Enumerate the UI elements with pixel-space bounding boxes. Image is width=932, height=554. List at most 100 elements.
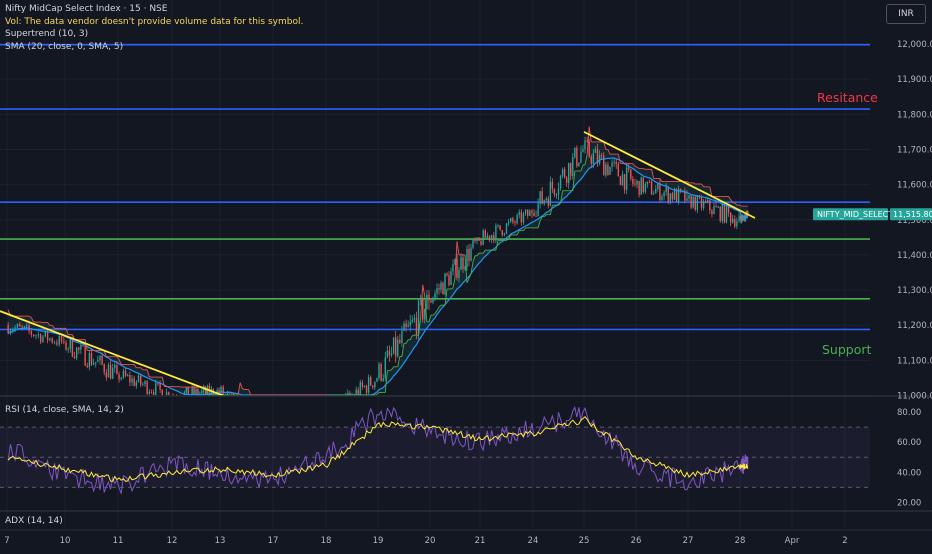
candle-body-255	[544, 200, 545, 204]
candle-body-8	[26, 325, 27, 326]
candle-body-19	[52, 338, 53, 342]
candle-body-294	[624, 174, 625, 189]
candle-body-24	[63, 342, 64, 343]
candle-body-296	[628, 167, 629, 169]
rsi-legend[interactable]: RSI (14, close, SMA, 14, 2)	[5, 405, 124, 415]
candle-body-282	[599, 155, 600, 163]
candle-body-73	[168, 392, 169, 395]
supertrend-legend[interactable]: Supertrend (10, 3)	[5, 28, 303, 41]
candle-body-241	[514, 222, 515, 223]
candle-body-346	[732, 219, 733, 223]
candle-body-238	[508, 222, 509, 224]
candle-body-12	[35, 335, 36, 336]
candle-body-215	[460, 257, 461, 269]
chart-legend: Nifty MidCap Select Index · 15 · NSE Vol…	[5, 3, 303, 53]
candle-body-182	[393, 337, 394, 353]
candle-body-28	[72, 339, 73, 357]
candle-body-62	[144, 381, 145, 384]
candle-body-214	[458, 270, 459, 278]
candle-body-254	[541, 191, 542, 203]
candle-body-297	[630, 169, 631, 178]
candle-body-345	[730, 213, 731, 223]
candle-body-331	[701, 196, 702, 208]
candle-body-195	[420, 299, 421, 301]
time-tick-label: 25	[579, 536, 590, 546]
candle-body-190	[410, 322, 411, 326]
sma-legend[interactable]: SMA (20, close, 0, SMA, 5)	[5, 41, 303, 54]
time-tick-label: 20	[425, 536, 436, 546]
candle-body-262	[558, 188, 559, 194]
candle-body-253	[539, 191, 540, 204]
candle-body-230	[491, 235, 492, 240]
candle-body-273	[580, 152, 581, 163]
candle-body-337	[713, 206, 714, 214]
candle-body-329	[697, 195, 698, 210]
candle-body-208	[446, 274, 447, 276]
candle-body-186	[401, 331, 402, 343]
candle-body-275	[584, 141, 585, 150]
candle-body-22	[59, 336, 60, 345]
candle-body-56	[131, 378, 132, 382]
candle-body-259	[552, 182, 553, 189]
candle-body-264	[562, 169, 563, 175]
candle-body-72	[166, 392, 167, 395]
time-tick-label: 27	[683, 536, 694, 546]
candle-body-307	[651, 182, 652, 195]
candle-body-236	[504, 233, 505, 235]
candle-body-45	[108, 365, 109, 378]
candle-body-289	[613, 162, 614, 163]
last-price-text: 11,515.80	[893, 210, 932, 219]
candle-body-276	[586, 141, 587, 142]
candle-body-201	[432, 299, 433, 303]
candle-body-326	[690, 195, 691, 207]
candle-body-40	[97, 360, 98, 362]
candle-body-324	[686, 199, 687, 201]
time-tick-label: 13	[215, 536, 226, 546]
candle-body-291	[618, 164, 619, 177]
candle-body-221	[472, 239, 473, 248]
candle-body-232	[495, 226, 496, 241]
candle-body-21	[56, 342, 57, 344]
candle-body-272	[578, 163, 579, 167]
candle-body-247	[527, 210, 528, 216]
candle-body-338	[715, 206, 716, 207]
candle-body-302	[641, 177, 642, 194]
candle-body-288	[611, 162, 612, 167]
price-tick-label: 11,600.00	[897, 181, 932, 191]
candle-body-83	[188, 387, 189, 395]
candle-body-99	[218, 390, 219, 392]
candle-body-327	[693, 197, 694, 208]
time-tick-label: 10	[60, 536, 71, 546]
currency-button[interactable]: INR	[886, 4, 926, 24]
candle-body-55	[129, 375, 130, 382]
candle-body-164	[355, 390, 356, 395]
candle-body-340	[720, 207, 721, 221]
candle-body-176	[380, 364, 381, 381]
time-tick-label: 26	[631, 536, 642, 546]
price-tick-label: 11,900.00	[897, 75, 932, 85]
time-tick-label: 21	[475, 536, 486, 546]
candle-body-235	[502, 230, 503, 235]
candle-body-332	[703, 201, 704, 207]
candle-body-287	[609, 167, 610, 175]
candle-body-225	[480, 241, 481, 245]
candle-body-348	[736, 221, 737, 226]
candle-body-342	[724, 204, 725, 222]
candle-body-325	[688, 195, 689, 199]
candle-body-171	[370, 377, 371, 385]
candle-body-200	[430, 301, 431, 303]
symbol-title[interactable]: Nifty MidCap Select Index · 15 · NSE	[5, 3, 303, 16]
candle-body-44	[106, 373, 107, 378]
candle-body-172	[372, 385, 373, 387]
candle-body-339	[717, 207, 718, 208]
candle-body-344	[728, 206, 729, 213]
candle-body-220	[470, 248, 471, 261]
candle-body-269	[572, 157, 573, 176]
candle-body-248	[529, 211, 530, 216]
candle-body-309	[655, 189, 656, 193]
candle-body-191	[412, 320, 413, 322]
adx-legend[interactable]: ADX (14, 14)	[5, 516, 63, 526]
candle-body-261	[556, 195, 557, 196]
